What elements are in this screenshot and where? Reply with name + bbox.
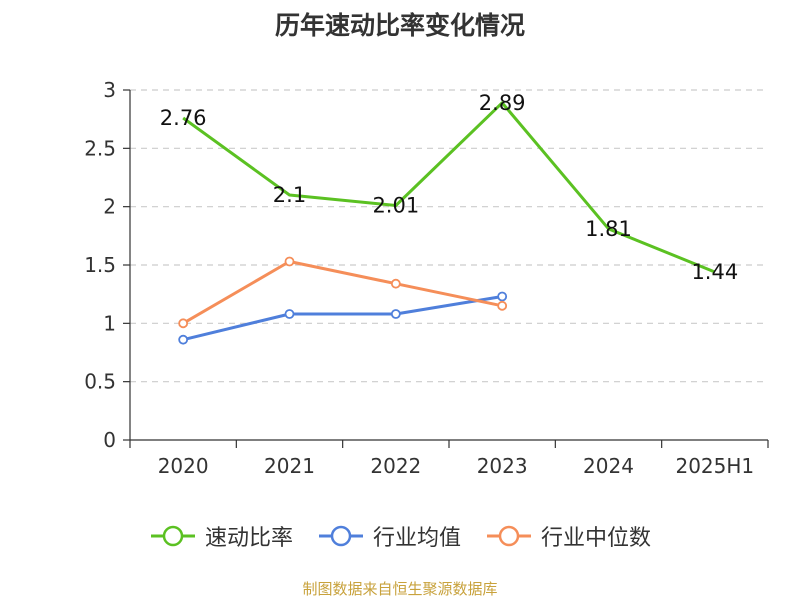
x-tick-label: 2020 [158,454,209,478]
legend-swatch-icon [150,525,195,547]
data-label: 2.1 [273,183,306,207]
x-tick-label: 2025H1 [675,454,754,478]
legend-swatch-icon [487,525,531,547]
axes: 0 0.5 1 1.5 2 2.5 3 2020 2021 2022 2023 2024 2025H1 [84,78,769,478]
legend-label: 速动比率 [204,526,293,551]
y-tick-label: 1.5 [84,253,116,277]
gridlines [130,89,768,383]
data-point [497,291,508,302]
y-tick-label: 2 [103,195,116,219]
legend-item[interactable]: 速动比率 [149,520,293,552]
legend-swatch-icon [318,525,363,547]
data-label: 1.44 [691,260,738,284]
legend-item[interactable]: 行业均值 [317,520,461,552]
legend: 速动比率 行业均值 行业中位数 [0,520,800,552]
source-note: 制图数据来自恒生聚源数据库 [302,580,498,598]
x-tick-label: 2021 [264,454,315,478]
series-lines [178,101,716,345]
data-point [390,309,401,319]
data-label: 2.76 [160,106,207,130]
data-label: 1.81 [585,217,632,241]
series-line [182,260,503,325]
series-line [182,295,503,342]
legend-label: 行业均值 [372,526,461,551]
data-point [284,256,295,267]
data-point [284,309,295,319]
x-tick-label: 2022 [370,454,421,478]
y-tick-label: 3 [103,78,116,102]
data-point [497,300,508,311]
y-tick-label: 0.5 [84,370,116,394]
data-point [178,318,189,329]
data-labels: 2.76 2.1 2.01 2.89 1.81 1.44 [160,91,738,284]
data-point [178,334,189,345]
x-tick-label: 2024 [583,454,634,478]
legend-label: 行业中位数 [541,526,652,551]
y-tick-label: 0 [103,428,116,452]
chart-title: 历年速动比率变化情况 [274,11,525,40]
x-tick-label: 2023 [477,454,528,478]
legend-item[interactable]: 行业中位数 [485,520,651,552]
data-label: 2.01 [372,194,419,218]
data-point [390,278,401,289]
series-line [182,101,716,274]
y-tick-label: 1 [103,311,116,335]
data-label: 2.89 [479,91,526,115]
y-tick-label: 2.5 [84,136,116,160]
